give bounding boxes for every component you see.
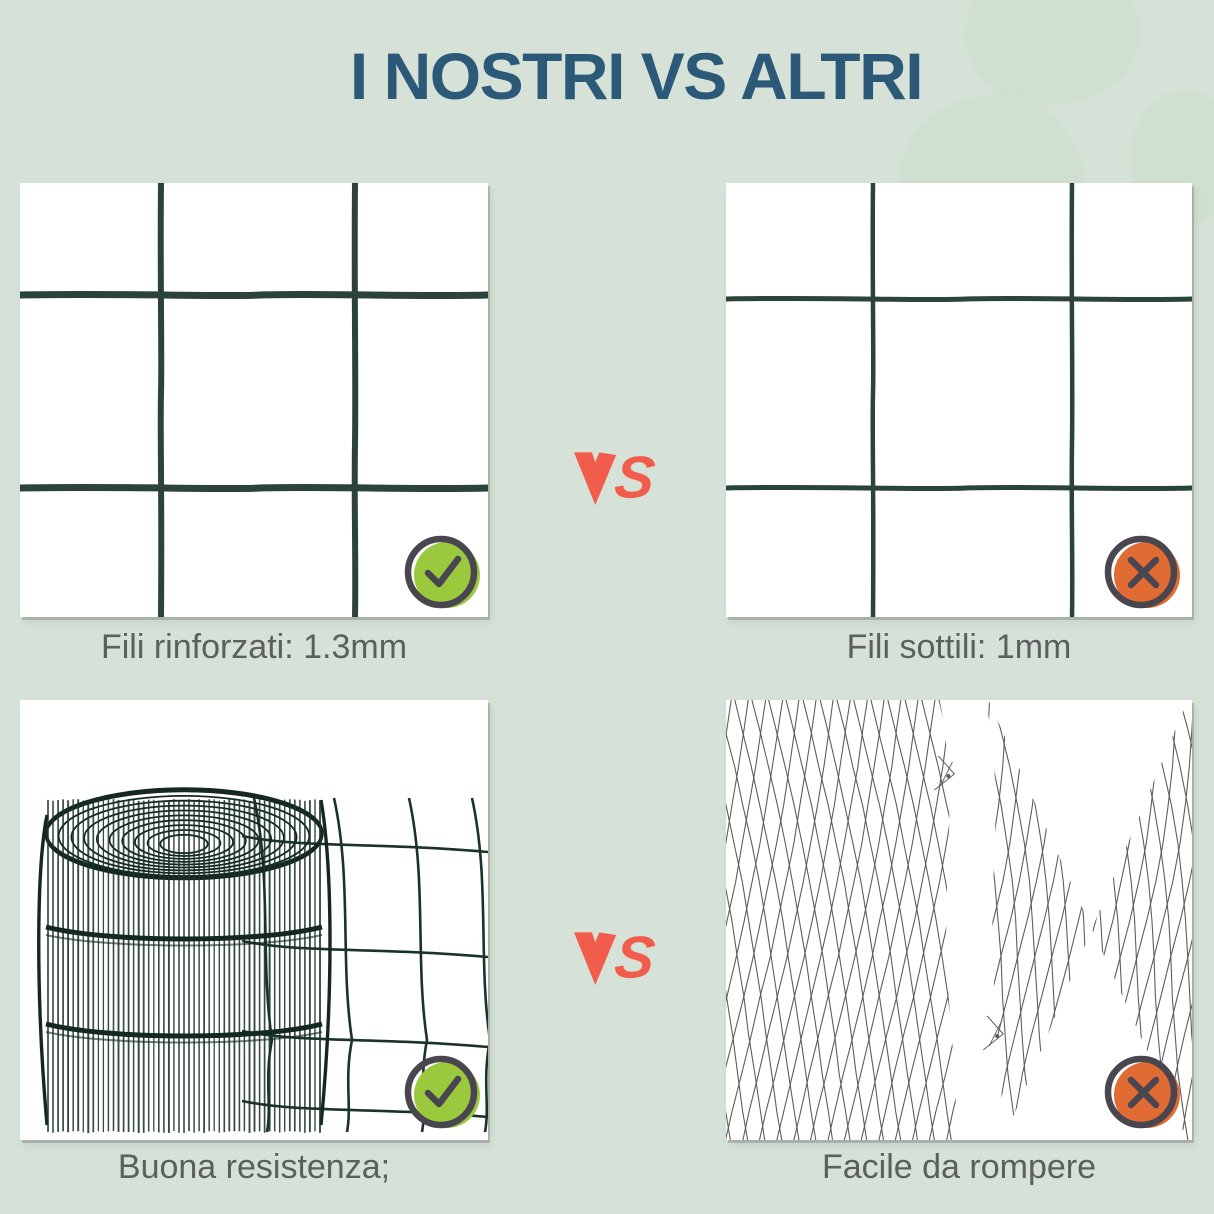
svg-text:S: S xyxy=(612,928,657,990)
svg-text:S: S xyxy=(612,448,657,510)
